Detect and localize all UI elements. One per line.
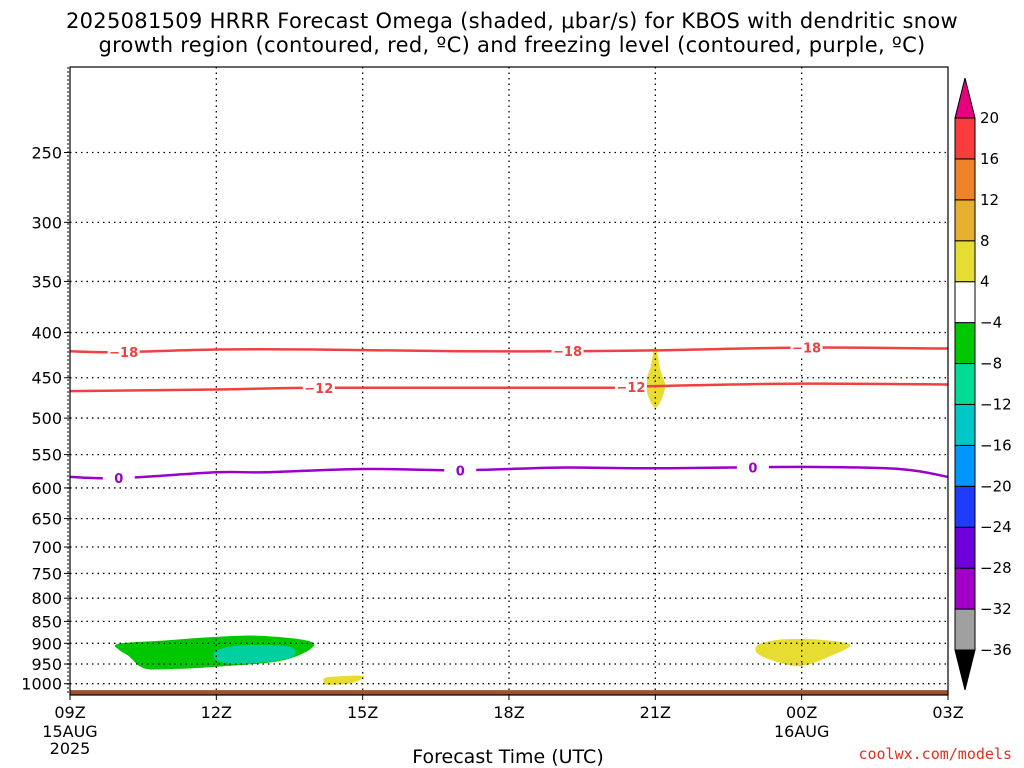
- contour-label: 0: [456, 464, 465, 479]
- contour-label-bg: [790, 339, 823, 356]
- credit-text: coolwx.com/models: [858, 745, 1012, 763]
- x-tick-sublabel: 2025: [50, 739, 91, 758]
- colorbar-label: 12: [980, 191, 999, 209]
- contour-label-bg: [551, 343, 584, 360]
- x-tick-label: 00Z: [786, 703, 817, 722]
- contour-label-bg: [736, 459, 769, 476]
- contour-label: −12: [304, 382, 333, 397]
- chart-title-line-2: growth region (contoured, red, ºC) and f…: [98, 33, 926, 57]
- colorbar-swatch: [954, 485, 976, 528]
- y-tick-label: 400: [31, 324, 62, 343]
- y-tick-label: 700: [31, 538, 62, 557]
- y-tick-label: 650: [31, 510, 62, 529]
- colorbar-label: −32: [980, 600, 1012, 618]
- colorbar-label: −12: [980, 395, 1012, 413]
- colorbar-extend-low: [954, 649, 976, 691]
- colorbar-label: 4: [980, 273, 990, 291]
- y-tick-label: 900: [31, 634, 62, 653]
- omega-shade-2: [323, 675, 364, 685]
- x-axis-label: Forecast Time (UTC): [412, 746, 604, 768]
- colorbar-swatch: [954, 199, 976, 242]
- y-tick-label: 350: [31, 272, 62, 291]
- colorbar-label: 8: [980, 232, 990, 250]
- contour-label: −12: [616, 381, 645, 396]
- contour-label-bg: [302, 379, 335, 396]
- colorbar-label: 16: [980, 150, 999, 168]
- x-tick-sublabel: 15AUG: [42, 722, 97, 741]
- colorbar-swatch: [954, 322, 976, 365]
- x-tick-sublabel: 16AUG: [774, 722, 829, 741]
- axes: 250 300 350 400 450 500 550 600 650 700 750 800 850 9…: [21, 66, 964, 758]
- colorbar-label: −8: [980, 355, 1002, 373]
- y-tick-label: 500: [31, 409, 62, 428]
- y-tick-label: 750: [31, 564, 62, 583]
- omega-shade-1: [213, 644, 296, 665]
- y-tick-label: 450: [31, 369, 62, 388]
- y-tick-label: 300: [31, 213, 62, 232]
- colorbar-label: 20: [980, 109, 999, 127]
- colorbar-extend-high: [954, 77, 976, 119]
- colorbar-swatch: [954, 526, 976, 569]
- contour-lines: −18 −18 −18 −12 −12 0 0 0: [69, 339, 949, 487]
- freezing-contour-0: [69, 465, 949, 480]
- y-tick-label: 550: [31, 446, 62, 465]
- contour-label: −18: [109, 346, 138, 361]
- colorbar: −36 −32 −28 −24 −20 −16 −12 −8 −4 4 8 12 16 20: [954, 77, 1012, 691]
- colorbar-label: −16: [980, 436, 1012, 454]
- contour-label-bg: [614, 378, 647, 395]
- x-tick-label: 18Z: [493, 703, 524, 722]
- dendritic-contour--12: [69, 382, 949, 393]
- contour-label-bg: [107, 344, 140, 361]
- x-tick-label: 15Z: [347, 703, 378, 722]
- chart-title-line-1: 2025081509 HRRR Forecast Omega (shaded, …: [65, 9, 958, 33]
- colorbar-label: −24: [980, 518, 1012, 536]
- colorbar-swatch: [954, 363, 976, 405]
- colorbar-swatch: [954, 403, 976, 446]
- colorbar-swatch: [954, 608, 976, 651]
- colorbar-swatch: [954, 240, 976, 283]
- colorbar-swatch: [954, 444, 976, 487]
- colorbar-label: −20: [980, 477, 1012, 495]
- x-tick-label: 12Z: [201, 703, 232, 722]
- y-tick-label: 950: [31, 655, 62, 674]
- x-tick-label: 21Z: [640, 703, 671, 722]
- colorbar-label: −28: [980, 559, 1012, 577]
- omega-shade-3: [645, 346, 666, 409]
- dendritic-contour--18: [69, 346, 949, 354]
- y-tick-label: 600: [31, 479, 62, 498]
- shaded-regions: [70, 346, 948, 695]
- x-tick-label: 03Z: [932, 703, 963, 722]
- colorbar-swatch: [954, 117, 976, 160]
- omega-shade-4: [755, 638, 851, 667]
- y-tick-label: 250: [31, 143, 62, 162]
- contour-label-bg: [444, 462, 477, 479]
- grid-lines: [70, 67, 948, 695]
- terrain-band: [70, 690, 948, 695]
- colorbar-swatch: [954, 281, 976, 324]
- contour-label-bg: [102, 470, 135, 487]
- plot-frame: [69, 66, 949, 696]
- y-tick-label: 1000: [21, 675, 62, 694]
- contour-label: 0: [114, 472, 123, 487]
- y-tick-label: 850: [31, 612, 62, 631]
- colorbar-swatch: [954, 158, 976, 201]
- y-tick-label: 800: [31, 589, 62, 608]
- x-tick-label: 09Z: [54, 703, 85, 722]
- colorbar-label: −4: [980, 314, 1002, 332]
- contour-label: 0: [748, 461, 757, 476]
- colorbar-label: −36: [980, 641, 1012, 659]
- contour-label: −18: [792, 342, 821, 357]
- contour-label: −18: [553, 345, 582, 360]
- colorbar-swatch: [954, 567, 976, 610]
